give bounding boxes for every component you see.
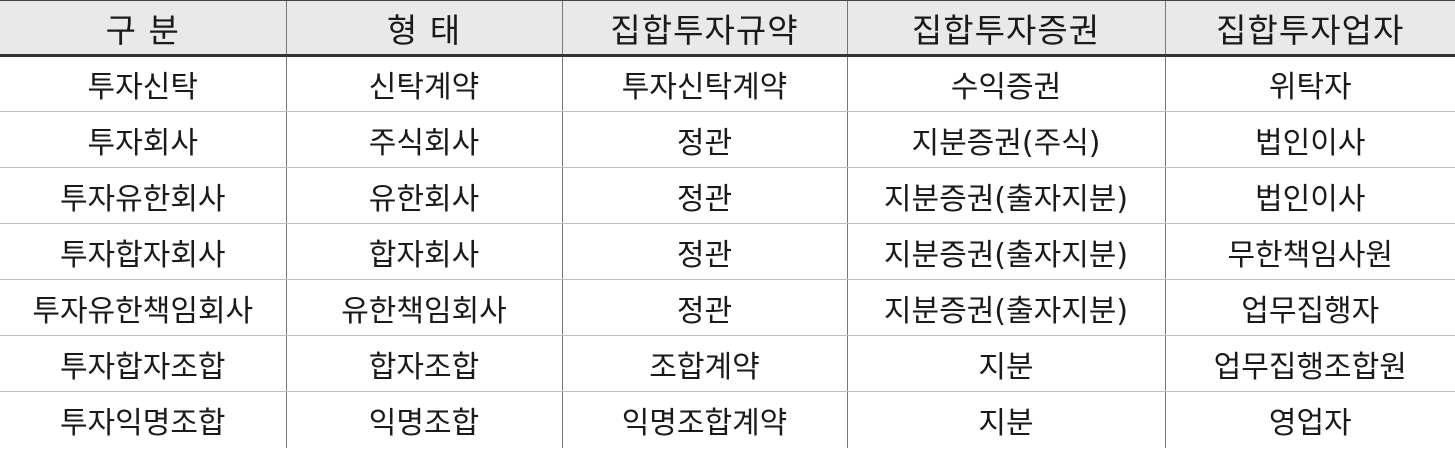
table-row: 투자익명조합 익명조합 익명조합계약 지분 영업자 xyxy=(0,391,1455,448)
cell-form: 주식회사 xyxy=(285,111,562,168)
cell-securities: 지분증권(주식) xyxy=(846,111,1165,168)
cell-securities: 지분증권(출자지분) xyxy=(846,279,1165,336)
cell-category: 투자합자회사 xyxy=(0,223,286,280)
cell-category: 투자유한책임회사 xyxy=(0,279,286,336)
cell-rules: 익명조합계약 xyxy=(561,391,847,448)
cell-rules: 정관 xyxy=(561,223,847,280)
header-form: 형 태 xyxy=(285,0,562,57)
cell-rules: 정관 xyxy=(561,111,847,168)
cell-form: 신탁계약 xyxy=(285,55,562,112)
cell-form: 유한회사 xyxy=(285,167,562,224)
header-collective-investment-rules: 집합투자규약 xyxy=(561,0,847,57)
table-row: 투자유한책임회사 유한책임회사 정관 지분증권(출자지분) 업무집행자 xyxy=(0,279,1455,336)
cell-rules: 투자신탁계약 xyxy=(561,55,847,112)
cell-form: 익명조합 xyxy=(285,391,562,448)
cell-rules: 조합계약 xyxy=(561,335,847,392)
cell-securities: 수익증권 xyxy=(846,55,1165,112)
cell-business: 업무집행자 xyxy=(1164,279,1455,336)
table-row: 투자신탁 신탁계약 투자신탁계약 수익증권 위탁자 xyxy=(0,55,1455,112)
cell-securities: 지분 xyxy=(846,335,1165,392)
cell-business: 법인이사 xyxy=(1164,111,1455,168)
cell-business: 법인이사 xyxy=(1164,167,1455,224)
cell-category: 투자회사 xyxy=(0,111,286,168)
header-category: 구 분 xyxy=(0,0,286,57)
cell-business: 위탁자 xyxy=(1164,55,1455,112)
cell-category: 투자합자조합 xyxy=(0,335,286,392)
cell-business: 무한책임사원 xyxy=(1164,223,1455,280)
cell-form: 유한책임회사 xyxy=(285,279,562,336)
table-row: 투자합자회사 합자회사 정관 지분증권(출자지분) 무한책임사원 xyxy=(0,223,1455,280)
table-row: 투자회사 주식회사 정관 지분증권(주식) 법인이사 xyxy=(0,111,1455,168)
cell-form: 합자조합 xyxy=(285,335,562,392)
table-row: 투자유한회사 유한회사 정관 지분증권(출자지분) 법인이사 xyxy=(0,167,1455,224)
table-row: 투자합자조합 합자조합 조합계약 지분 업무집행조합원 xyxy=(0,335,1455,392)
table-body: 투자신탁 신탁계약 투자신탁계약 수익증권 위탁자 투자회사 주식회사 정관 지… xyxy=(0,55,1455,448)
cell-business: 업무집행조합원 xyxy=(1164,335,1455,392)
cell-category: 투자신탁 xyxy=(0,55,286,112)
cell-form: 합자회사 xyxy=(285,223,562,280)
cell-securities: 지분 xyxy=(846,391,1165,448)
cell-category: 투자유한회사 xyxy=(0,167,286,224)
header-collective-investment-business: 집합투자업자 xyxy=(1164,0,1455,57)
cell-securities: 지분증권(출자지분) xyxy=(846,223,1165,280)
header-row: 구 분 형 태 집합투자규약 집합투자증권 집합투자업자 xyxy=(0,0,1455,57)
cell-business: 영업자 xyxy=(1164,391,1455,448)
table-header: 구 분 형 태 집합투자규약 집합투자증권 집합투자업자 xyxy=(0,0,1455,57)
header-collective-investment-securities: 집합투자증권 xyxy=(846,0,1165,57)
cell-rules: 정관 xyxy=(561,167,847,224)
cell-securities: 지분증권(출자지분) xyxy=(846,167,1165,224)
cell-category: 투자익명조합 xyxy=(59,405,226,441)
cell-rules: 정관 xyxy=(561,279,847,336)
